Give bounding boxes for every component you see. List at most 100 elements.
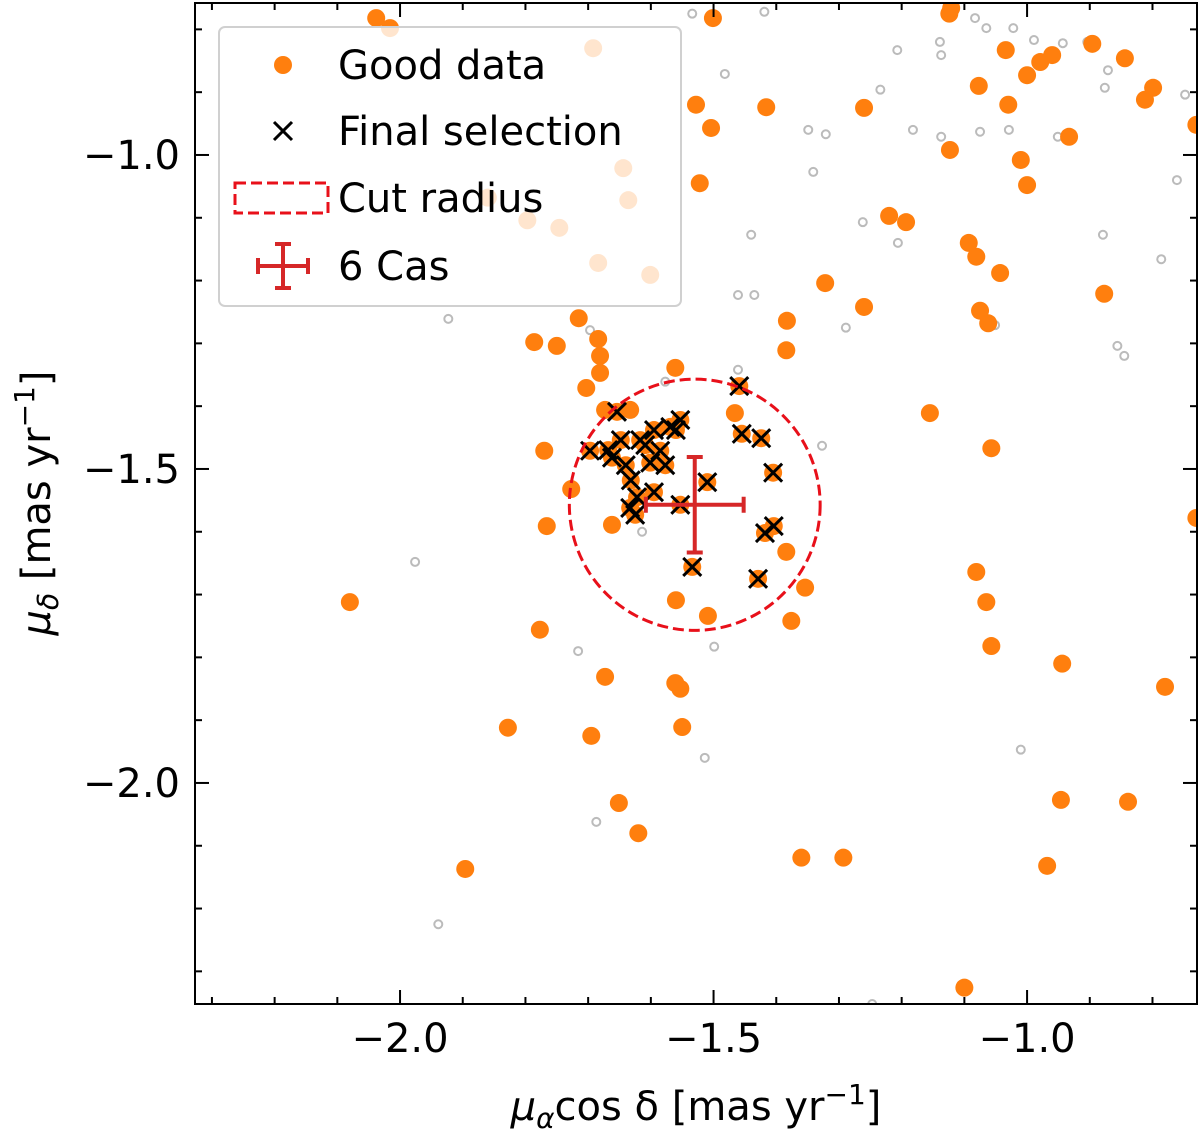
good-data-point [340,593,359,612]
background-star-point [803,124,814,135]
good-data-point [940,140,959,159]
background-star-point [936,131,947,142]
good-data-point [967,247,986,266]
good-data-point [777,341,796,360]
final-selection-marker [610,430,631,451]
legend-label: 6 Cas [338,244,449,290]
good-data-point [602,515,621,534]
good-data-point [955,978,974,997]
good-data-point [982,637,1001,656]
background-star-point [733,364,744,375]
final-selection-marker [601,447,623,468]
final-selection-marker [643,419,665,441]
good-data-point [1018,176,1037,195]
background-star-point [591,816,602,827]
background-star-point [981,23,992,34]
good-data-point [880,206,899,225]
final-selection-marker [606,401,628,422]
background-star-point [410,556,421,567]
good-data-point [816,274,835,293]
background-star-point [840,322,851,333]
final-selection-marker [626,487,648,508]
background-star-point [808,166,819,177]
background-star-point [970,13,981,24]
good-data-point [782,611,801,630]
good-data-point [757,98,776,117]
background-star-point [433,919,444,930]
good-data-point [967,562,986,581]
final-selection-marker [731,423,752,444]
background-star-point [1008,23,1019,34]
good-data-point [702,118,721,137]
good-data-point [792,848,811,867]
final-selection-marker [643,482,665,503]
good-data-point [673,718,692,737]
final-selection-marker [660,416,681,437]
background-star-point [907,124,918,135]
good-data-point [687,95,705,114]
good-data-point [591,346,610,365]
good-data-point [621,400,640,419]
good-data-point [525,333,544,352]
background-star-point [1171,175,1182,186]
background-star-point [687,8,698,19]
good-data-point [855,98,874,117]
good-data-point [609,794,628,813]
background-star-point [719,68,730,79]
background-star-point [573,646,584,657]
background-star-point [857,217,868,228]
background-star-point [637,526,648,537]
background-star-point [1180,89,1191,100]
good-data-point [855,297,874,316]
good-data-point [547,336,566,355]
good-data-point [703,9,722,28]
good-data-point [982,439,1001,458]
background-star-point [975,126,986,137]
background-star-point [699,752,710,763]
background-star-point [746,229,757,240]
good-data-point [1156,677,1175,696]
background-star-point [1112,340,1123,351]
good-data-point [530,620,549,639]
good-data-point [996,41,1015,60]
legend-box [218,26,682,307]
background-star-point [749,290,760,301]
good-data-point [725,404,744,423]
good-data-point [1187,115,1197,134]
background-star-point [1028,35,1039,46]
final-selection-marker [625,504,646,525]
final-selection-marker [615,455,636,476]
good-data-point [367,9,386,28]
good-data-point [1115,49,1134,68]
good-data-point [920,404,939,423]
background-star-point [759,6,770,17]
x-tick-label: −1.5 [665,1016,762,1062]
good-data-point [582,726,601,745]
background-star-point [817,440,828,451]
final-selection-marker [751,428,772,449]
legend-good-data-marker [274,56,292,74]
good-data-point [498,718,517,737]
good-data-point [969,76,988,95]
x-axis-label: μαcos δ [mas yr−1] [510,1078,882,1129]
background-star-point [1057,38,1068,49]
good-data-point [1051,790,1070,809]
legend-label: Good data [338,43,546,89]
good-data-point [999,95,1018,114]
good-data-point [1135,90,1154,109]
plot-area [340,3,1197,1004]
final-selection-marker [748,568,769,589]
axes: −2.0 −1.5 −1.0 −1.0 −1.5 −2.0 [83,2,1198,1062]
good-data-point [629,824,648,843]
cut-radius-circle [567,377,822,632]
good-data-point [796,578,815,597]
legend-target-marker [256,242,310,290]
good-data-point [777,311,796,330]
background-star-point [1003,124,1014,135]
final-selection-marker [670,409,691,431]
good-data-point [671,679,690,698]
good-data-point [666,591,685,610]
final-selection-marker [665,419,686,441]
final-selection-marker [682,556,703,577]
final-selection-marker [655,455,676,476]
